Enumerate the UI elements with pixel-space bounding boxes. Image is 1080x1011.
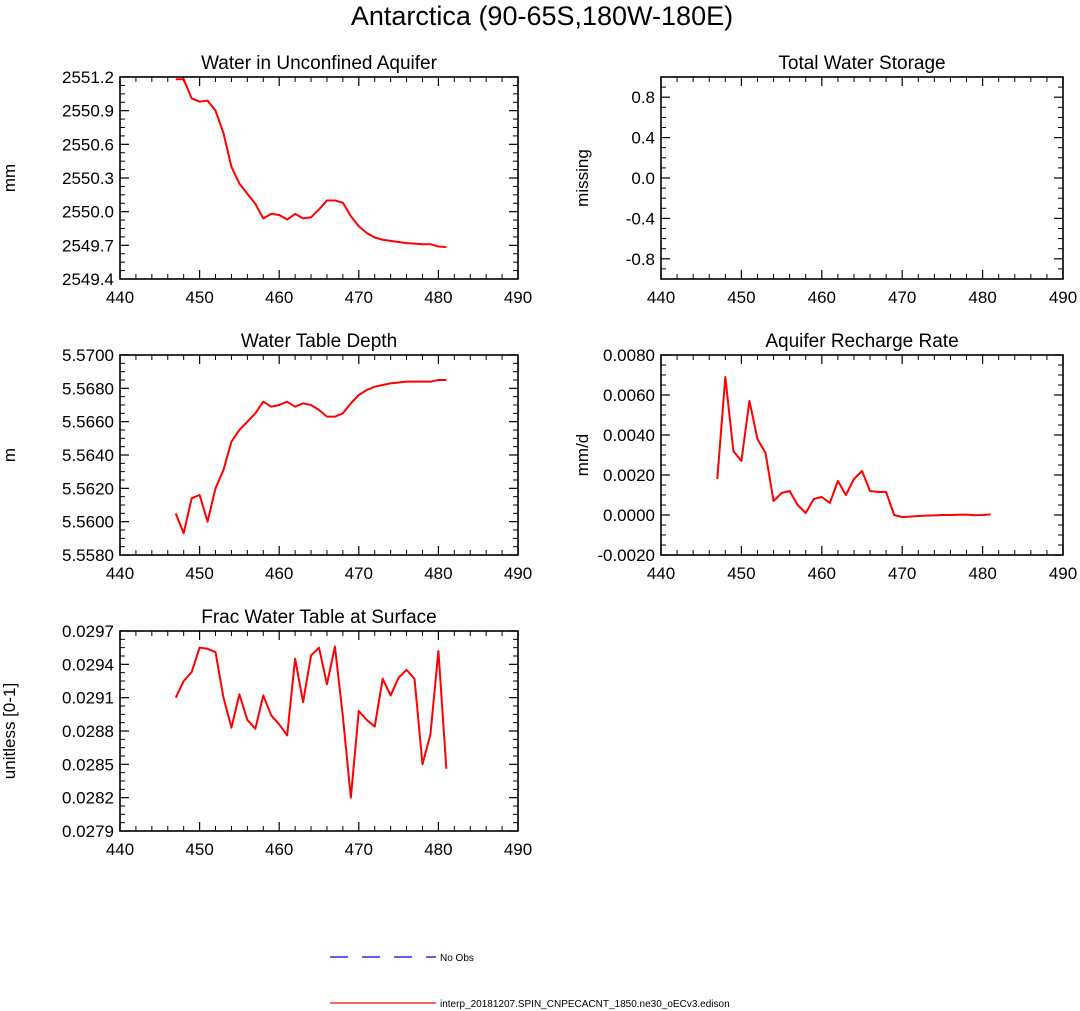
y-tick-label: 0.0282	[62, 789, 114, 808]
series-line-model	[716, 376, 991, 518]
panel-title: Water Table Depth	[241, 331, 397, 352]
panel-title: Total Water Storage	[778, 53, 945, 74]
plot-frame	[119, 76, 519, 280]
series-line-model	[174, 645, 448, 799]
y-tick-label: 5.5640	[62, 446, 114, 465]
y-tick-label: 0.0	[631, 169, 655, 188]
y-tick-label: 0.0288	[62, 722, 114, 741]
panel-water-table-depth: Water Table Depth 440 450 460 470 480 490 5.558…	[0, 331, 532, 583]
y-tick-label: 0.0291	[62, 689, 114, 708]
x-tick-label: 440	[106, 564, 134, 583]
panel-total-water-storage: Total Water Storage 440 450 460 470 480 490 -0.…	[573, 53, 1077, 307]
x-tick-label: 480	[424, 564, 452, 583]
x-tick-label: 480	[424, 288, 452, 307]
series-line-model	[175, 78, 447, 249]
plot-frame	[660, 76, 1064, 280]
y-tick-label: 5.5700	[62, 346, 114, 365]
x-tick-label: 450	[727, 564, 755, 583]
y-axis-label: unitless [0-1]	[0, 683, 19, 779]
x-tick-label: 470	[345, 288, 373, 307]
y-tick-label: 0.4	[631, 129, 655, 148]
panel-title: Aquifer Recharge Rate	[765, 331, 958, 352]
y-tick-label: 0.0297	[62, 622, 114, 641]
y-tick-label: 0.8	[631, 88, 655, 107]
x-tick-label: 440	[647, 288, 675, 307]
x-tick-label: 470	[888, 564, 916, 583]
y-tick-label: 0.0279	[62, 822, 114, 841]
y-axis-label: m	[0, 448, 19, 462]
y-tick-label: 0.0060	[603, 386, 655, 405]
panels: Water in Unconfined Aquifer 440 450 460 470 4…	[0, 53, 1077, 859]
y-tick-label: 2550.6	[62, 135, 114, 154]
legend-label: interp_20181207.SPIN_CNPECACNT_1850.ne30…	[440, 999, 730, 1010]
y-axis-label: missing	[573, 149, 592, 207]
x-tick-label: 460	[265, 840, 293, 859]
plot-frame	[660, 354, 1064, 556]
y-axis-label: mm	[0, 164, 19, 192]
x-tick-label: 450	[185, 288, 213, 307]
y-tick-label: 5.5580	[62, 546, 114, 565]
y-tick-label: 0.0080	[603, 346, 655, 365]
x-tick-label: 480	[968, 564, 996, 583]
x-tick-label: 490	[504, 840, 532, 859]
x-tick-label: 440	[106, 840, 134, 859]
x-tick-label: 450	[727, 288, 755, 307]
y-tick-label: 2550.0	[62, 203, 114, 222]
y-tick-label: 2549.7	[62, 236, 114, 255]
y-tick-label: 5.5680	[62, 379, 114, 398]
x-tick-label: 470	[345, 564, 373, 583]
x-tick-label: 460	[265, 288, 293, 307]
x-tick-label: 440	[106, 288, 134, 307]
x-tick-label: 470	[345, 840, 373, 859]
y-tick-label: 2551.2	[62, 68, 114, 87]
y-tick-label: 2549.4	[62, 270, 114, 289]
y-tick-label: 0.0020	[603, 466, 655, 485]
x-tick-label: 450	[185, 840, 213, 859]
x-tick-label: 480	[968, 288, 996, 307]
y-tick-label: 0.0294	[62, 655, 114, 674]
plot-frame	[119, 630, 519, 832]
y-tick-label: -0.0020	[597, 546, 655, 565]
legend-label: No Obs	[440, 953, 474, 964]
series-line-model	[174, 379, 447, 535]
panel-frac-water-table-surface: Frac Water Table at Surface 440 450 460 470 4…	[0, 607, 532, 859]
panel-title: Frac Water Table at Surface	[201, 607, 437, 628]
panel-aquifer-recharge-rate: Aquifer Recharge Rate 440 450 460 470 480 490 -…	[573, 331, 1077, 583]
x-tick-label: 490	[1049, 564, 1077, 583]
y-tick-label: 2550.9	[62, 102, 114, 121]
y-tick-label: 5.5660	[62, 413, 114, 432]
x-tick-label: 490	[504, 564, 532, 583]
panel-title: Water in Unconfined Aquifer	[201, 53, 438, 74]
x-tick-label: 460	[808, 564, 836, 583]
x-tick-label: 470	[888, 288, 916, 307]
y-tick-label: 0.0285	[62, 755, 114, 774]
x-tick-label: 480	[424, 840, 452, 859]
x-tick-label: 440	[647, 564, 675, 583]
figure-title: Antarctica (90-65S,180W-180E)	[351, 1, 733, 31]
panel-water-unconfined-aquifer: Water in Unconfined Aquifer 440 450 460 470 4…	[0, 53, 532, 307]
x-tick-label: 460	[265, 564, 293, 583]
y-tick-label: -0.8	[626, 250, 655, 269]
y-tick-label: -0.4	[626, 209, 655, 228]
y-tick-label: 2550.3	[62, 169, 114, 188]
y-tick-label: 0.0000	[603, 506, 655, 525]
x-tick-label: 460	[808, 288, 836, 307]
x-tick-label: 490	[504, 288, 532, 307]
y-tick-label: 5.5600	[62, 513, 114, 532]
y-tick-label: 0.0040	[603, 426, 655, 445]
x-tick-label: 450	[185, 564, 213, 583]
x-tick-label: 490	[1049, 288, 1077, 307]
y-axis-label: mm/d	[573, 434, 592, 477]
legend: No Obs interp_20181207.SPIN_CNPECACNT_185…	[330, 953, 730, 1010]
y-tick-label: 5.5620	[62, 479, 114, 498]
